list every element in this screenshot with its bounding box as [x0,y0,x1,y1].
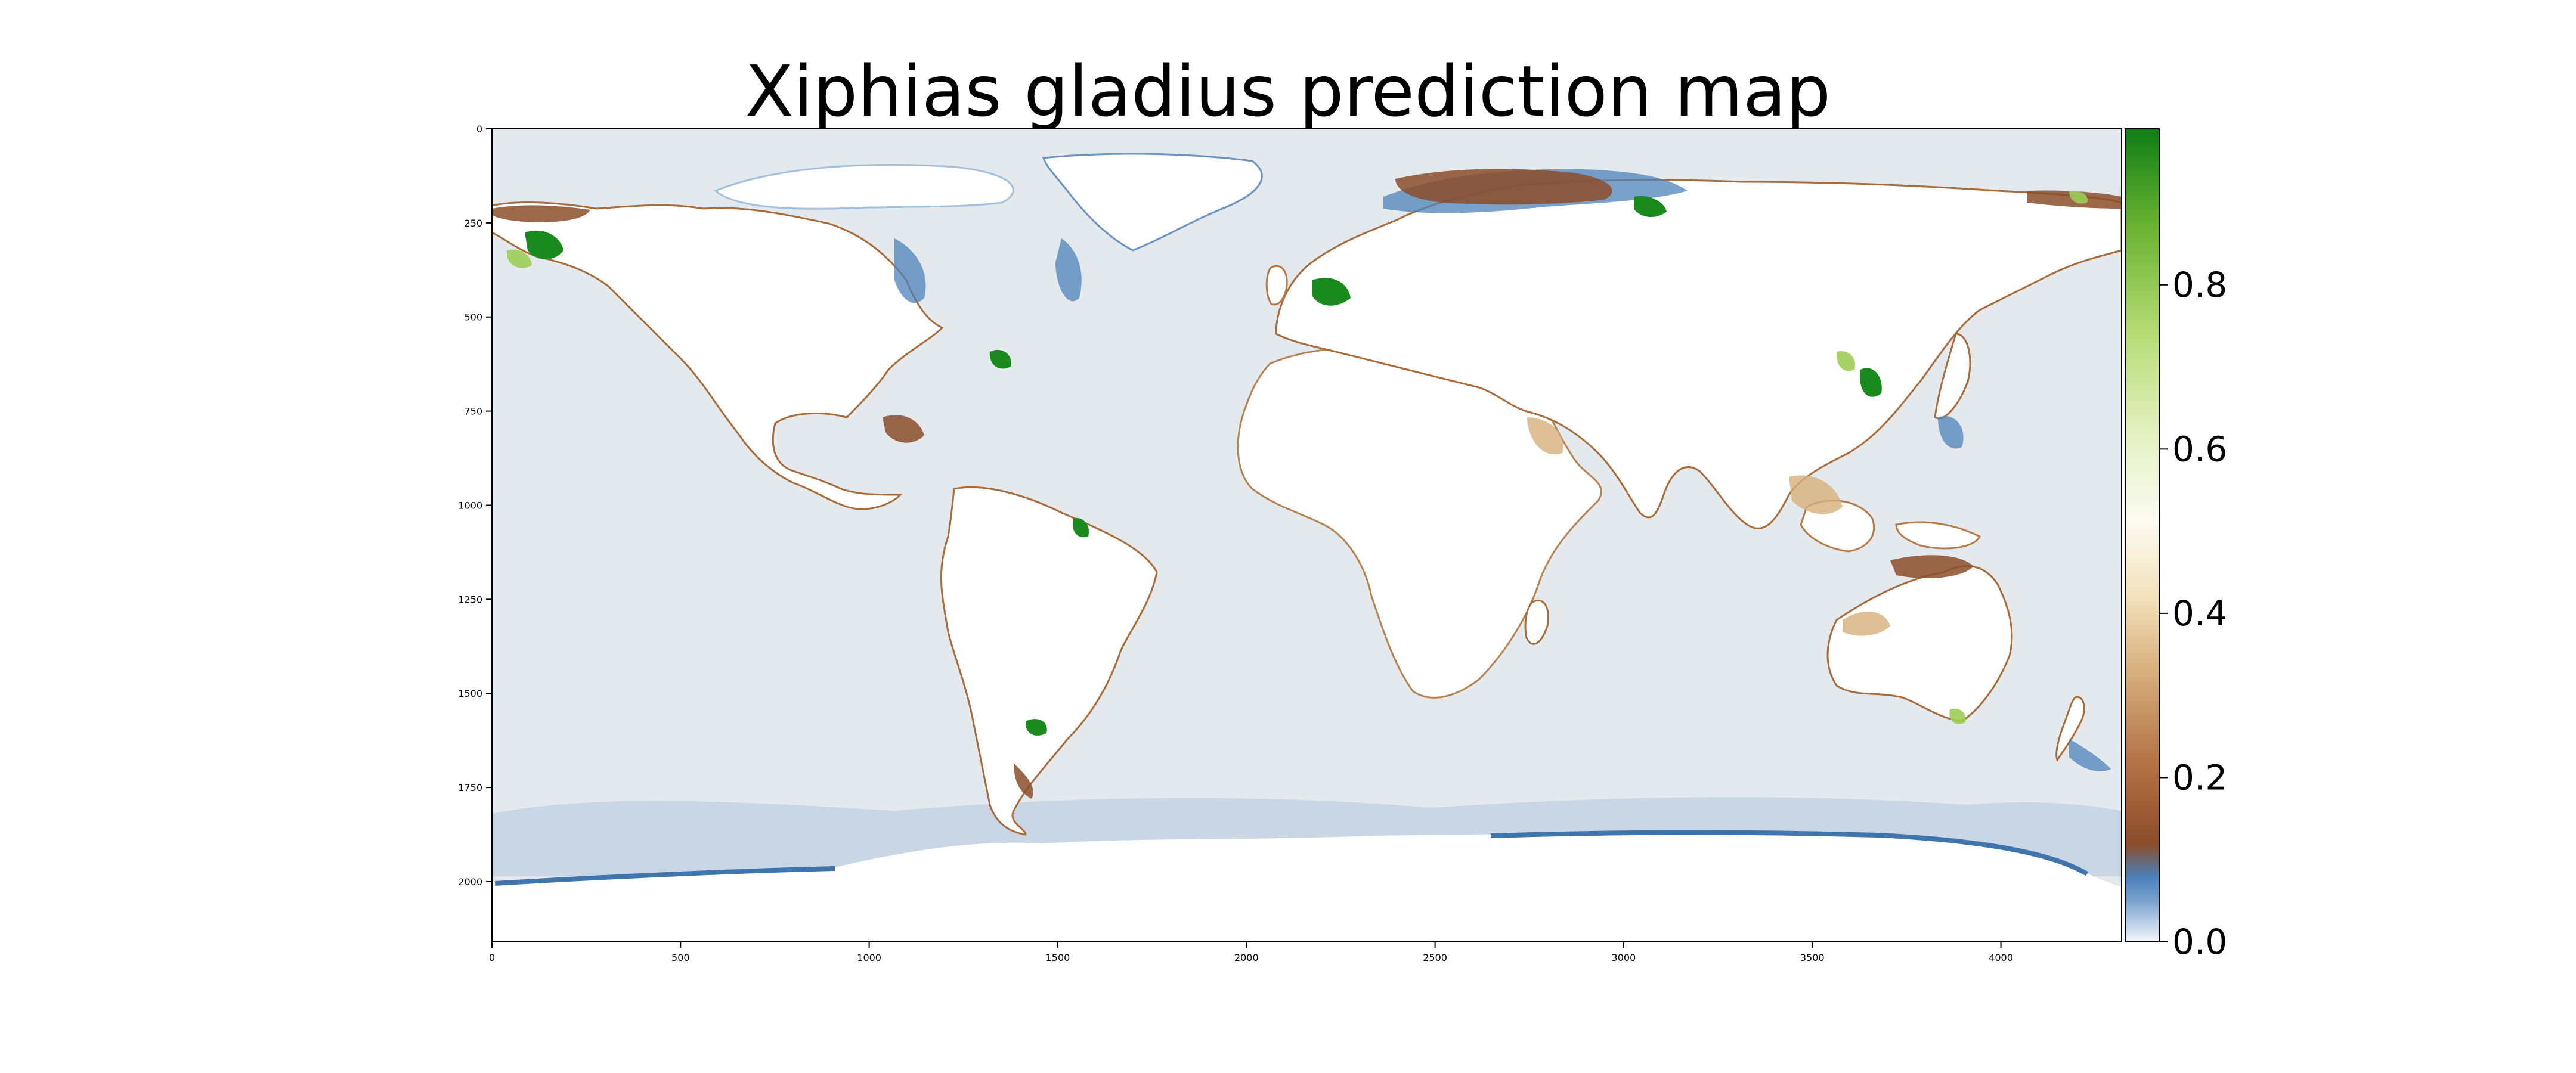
southeast-asia-islands [1800,500,1981,553]
colorbar-tick-label: 0.4 [2172,593,2227,634]
colorbar-tick-label: 0.8 [2172,265,2227,305]
new-zealand [2055,696,2085,762]
x-tick-label: 0 [489,952,495,963]
x-tick-label: 2500 [1423,952,1447,963]
y-tick-label: 1750 [458,782,482,793]
north-america [492,201,944,510]
arctic-archipelago [714,163,1014,210]
prediction-high [525,196,1882,736]
prediction-high-moderate [507,190,2088,724]
y-tick-label: 750 [464,406,482,417]
japan [1934,333,1971,420]
y-tick-label: 250 [464,218,482,229]
colorbar [2125,128,2160,942]
map-frame [491,128,2122,942]
y-tick-label: 0 [476,123,482,135]
y-tick-label: 2000 [458,876,482,888]
y-axis: 0 250 500 750 1000 1250 1500 1750 2000 [458,123,492,888]
x-tick-label: 3000 [1612,952,1636,963]
x-tick-label: 500 [671,952,690,963]
x-tick-label: 3500 [1800,952,1825,963]
x-axis: 0 500 1000 1500 2000 2500 3000 3500 4000 [489,942,2013,963]
x-tick-label: 4000 [1989,952,2013,963]
y-tick-label: 500 [464,312,482,323]
colorbar-axis: 0.0 0.2 0.4 0.6 0.8 [2159,265,2227,962]
chart-title: Xiphias gladius prediction map [745,50,1831,132]
antarctic-coast [494,830,2089,886]
y-tick-label: 1500 [458,688,482,699]
prediction-moderate [1527,417,1890,636]
colorbar-tick-label: 0.6 [2172,429,2227,469]
y-tick-label: 1250 [458,594,482,605]
colorbar-tick-label: 0.0 [2172,922,2227,962]
colorbar-tick-label: 0.2 [2172,757,2227,798]
madagascar [1524,600,1549,645]
map-layer [492,153,2122,942]
greenland [1042,153,1263,252]
south-america [940,486,1158,836]
antarctica [492,833,2122,942]
british-isles [1265,265,1288,306]
y-tick-label: 1000 [458,500,482,511]
x-tick-label: 2000 [1234,952,1259,963]
x-tick-label: 1000 [857,952,881,963]
x-tick-label: 1500 [1046,952,1070,963]
